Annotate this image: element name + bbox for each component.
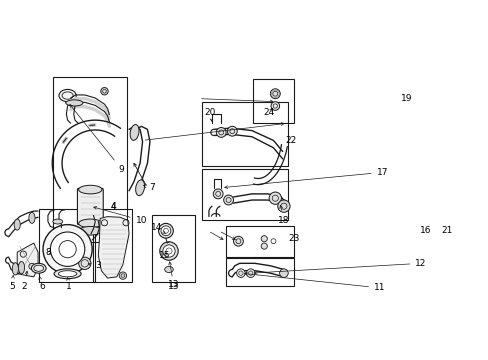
- Text: 4: 4: [111, 202, 116, 211]
- Text: 15: 15: [159, 251, 170, 260]
- Circle shape: [246, 269, 255, 278]
- Circle shape: [277, 200, 289, 212]
- Ellipse shape: [59, 89, 76, 102]
- Circle shape: [161, 226, 170, 236]
- Text: 22: 22: [285, 136, 296, 145]
- Polygon shape: [17, 243, 38, 277]
- Text: 24: 24: [263, 108, 274, 117]
- Text: 17: 17: [224, 168, 387, 189]
- Circle shape: [268, 192, 281, 204]
- Text: 16: 16: [419, 226, 430, 235]
- Text: 12: 12: [254, 259, 426, 274]
- Ellipse shape: [53, 219, 62, 224]
- Text: 1: 1: [66, 278, 72, 291]
- Ellipse shape: [19, 261, 24, 274]
- Text: 9: 9: [70, 104, 124, 174]
- Text: 11: 11: [244, 273, 385, 292]
- Ellipse shape: [79, 185, 102, 194]
- Text: 10: 10: [94, 207, 147, 225]
- Ellipse shape: [29, 212, 35, 224]
- Circle shape: [101, 87, 108, 95]
- Text: 4: 4: [111, 202, 116, 211]
- Circle shape: [261, 243, 267, 249]
- Ellipse shape: [79, 219, 102, 228]
- Ellipse shape: [164, 266, 173, 273]
- Circle shape: [261, 236, 267, 242]
- Circle shape: [270, 102, 279, 110]
- Circle shape: [160, 242, 178, 260]
- Ellipse shape: [14, 219, 20, 230]
- Text: 21: 21: [441, 226, 452, 235]
- Text: 2: 2: [22, 271, 28, 291]
- Ellipse shape: [58, 271, 77, 277]
- Text: 8: 8: [45, 248, 51, 257]
- Circle shape: [223, 195, 233, 205]
- Circle shape: [270, 89, 280, 99]
- Ellipse shape: [79, 226, 102, 235]
- Circle shape: [227, 126, 237, 136]
- Circle shape: [79, 257, 91, 270]
- Text: 20: 20: [204, 108, 215, 121]
- Ellipse shape: [12, 263, 19, 275]
- Text: 5: 5: [9, 275, 15, 291]
- Text: 23: 23: [287, 234, 299, 243]
- Text: 7: 7: [143, 183, 155, 192]
- Circle shape: [236, 269, 244, 278]
- Text: 19: 19: [400, 94, 412, 103]
- Ellipse shape: [130, 125, 139, 140]
- FancyBboxPatch shape: [77, 188, 103, 225]
- Circle shape: [50, 232, 84, 266]
- Ellipse shape: [31, 263, 46, 273]
- Circle shape: [213, 189, 223, 199]
- Circle shape: [163, 245, 175, 257]
- Circle shape: [233, 236, 243, 246]
- Circle shape: [216, 127, 225, 138]
- Circle shape: [119, 272, 126, 279]
- Text: 13: 13: [168, 280, 179, 289]
- Text: 14: 14: [151, 223, 165, 234]
- Text: 13: 13: [168, 262, 179, 291]
- Text: 6: 6: [39, 276, 44, 291]
- Ellipse shape: [135, 180, 144, 195]
- Circle shape: [158, 224, 173, 238]
- Polygon shape: [98, 217, 129, 278]
- Ellipse shape: [65, 100, 83, 106]
- Ellipse shape: [54, 269, 81, 279]
- Circle shape: [279, 269, 287, 278]
- Circle shape: [43, 225, 92, 274]
- Text: 3: 3: [88, 261, 101, 270]
- Text: 18: 18: [278, 205, 289, 225]
